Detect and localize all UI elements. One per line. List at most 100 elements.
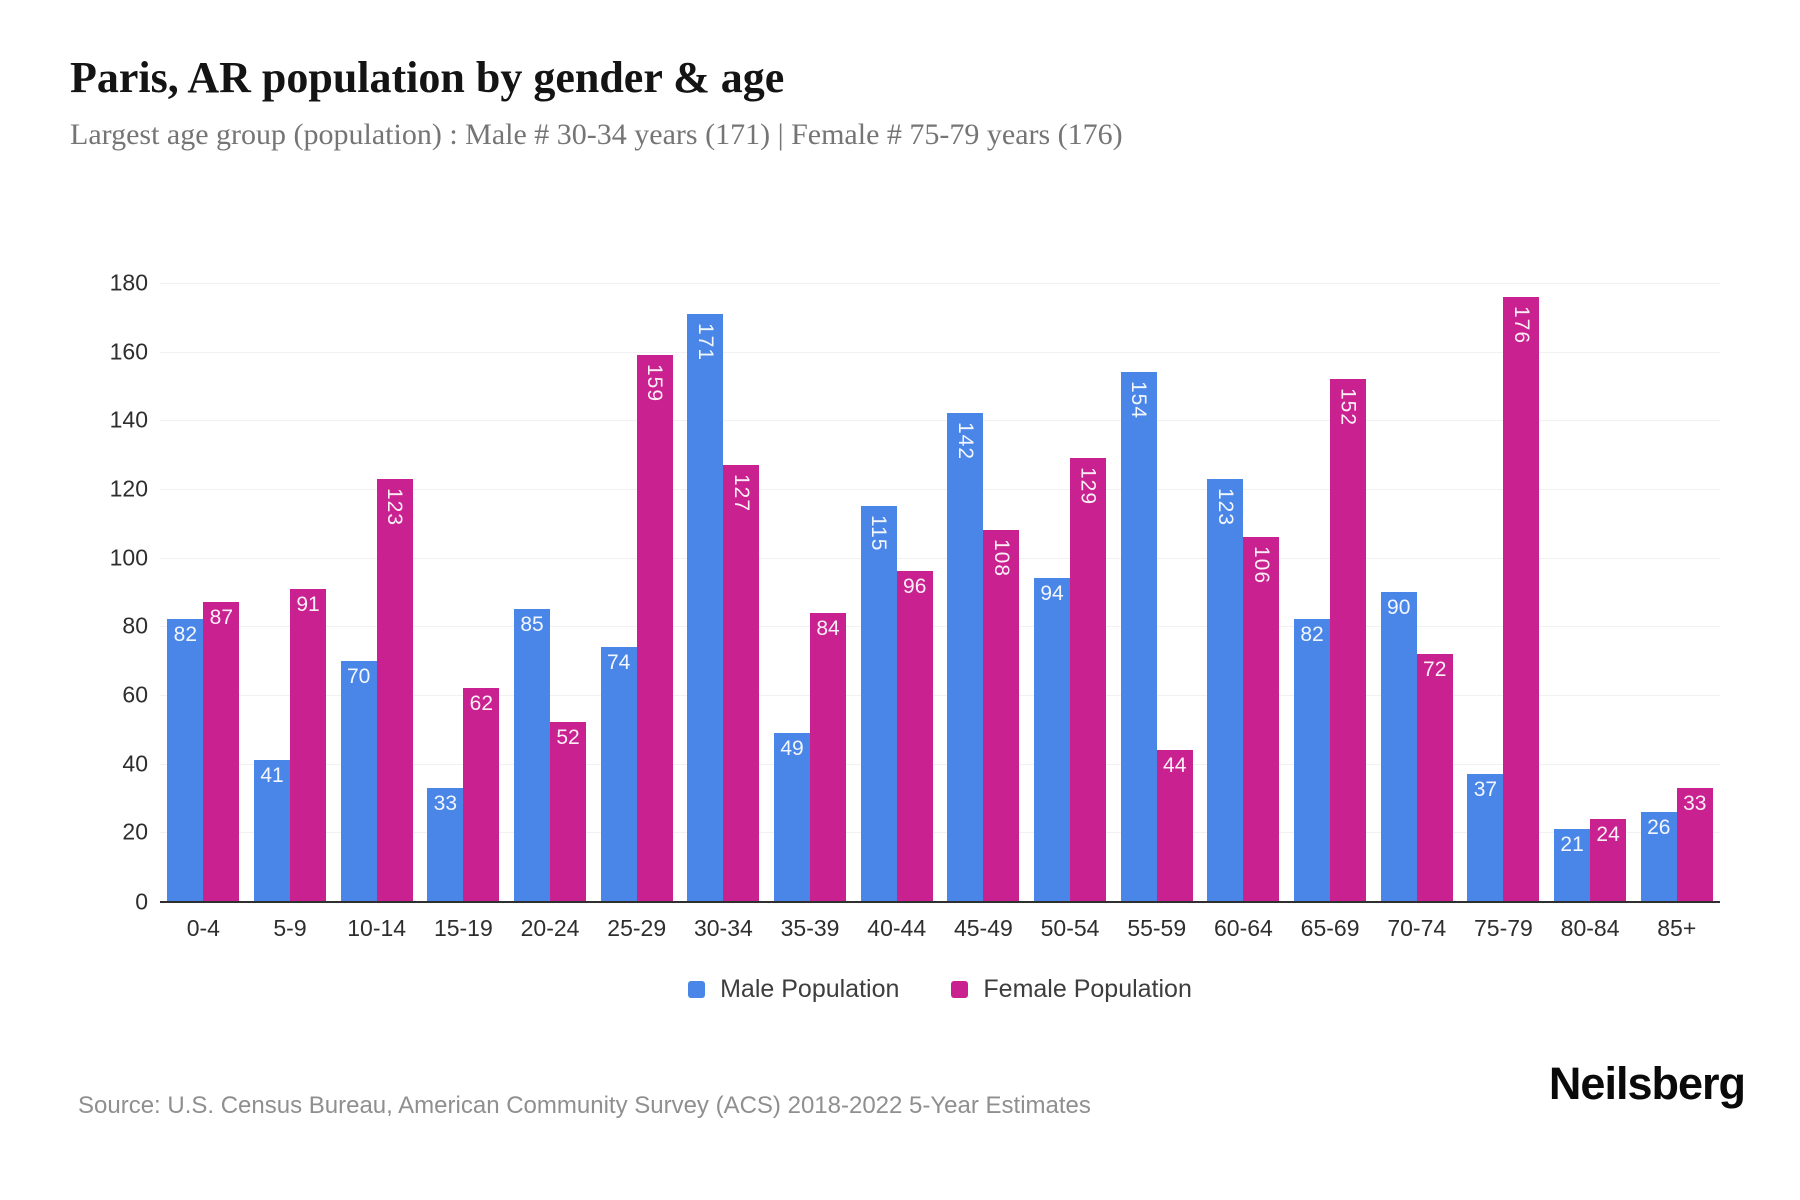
x-axis-label: 15-19 — [433, 915, 493, 941]
bar-female[interactable]: 129 — [1070, 458, 1107, 901]
bar-male[interactable]: 90 — [1380, 592, 1417, 901]
bar-group: 115 96 — [853, 285, 940, 901]
bar-value-label: 171 — [693, 323, 717, 362]
bar-male[interactable]: 33 — [427, 788, 464, 901]
legend: Male Population Female Population — [160, 975, 1720, 1004]
y-axis-tick-label: 20 — [122, 818, 148, 845]
chart-subtitle: Largest age group (population) : Male # … — [70, 118, 1123, 151]
bar-value-label: 123 — [383, 488, 407, 527]
bar-group: 74 159 — [593, 285, 680, 901]
bar-group: 41 91 — [247, 285, 334, 901]
bar-value-label: 24 — [1596, 823, 1620, 846]
bar-value-label: 33 — [433, 792, 458, 815]
gridline — [160, 420, 1720, 422]
x-axis-label: 85+ — [1657, 915, 1697, 941]
bar-male[interactable]: 142 — [947, 413, 984, 901]
bar-value-label: 84 — [816, 617, 840, 640]
bar-male[interactable]: 74 — [600, 647, 637, 901]
bar-female[interactable]: 108 — [983, 530, 1020, 901]
bar-male[interactable]: 154 — [1120, 372, 1157, 901]
bar-value-label: 94 — [1040, 582, 1064, 605]
bar-value-label: 152 — [1336, 388, 1360, 427]
legend-swatch-female — [951, 981, 969, 998]
bar-female[interactable]: 159 — [636, 355, 673, 901]
bar-female[interactable]: 33 — [1676, 788, 1713, 901]
y-axis-tick-label: 40 — [122, 750, 148, 777]
bar-male[interactable]: 82 — [1294, 619, 1331, 901]
bar-value-label: 49 — [780, 737, 804, 760]
bar-value-label: 44 — [1163, 754, 1187, 777]
bar-male[interactable]: 26 — [1640, 812, 1677, 901]
bar-value-label: 96 — [903, 575, 927, 598]
bar-female[interactable]: 62 — [463, 688, 500, 901]
bar-male[interactable]: 82 — [167, 619, 204, 901]
x-axis-label: 65-69 — [1300, 915, 1360, 941]
bar-male[interactable]: 21 — [1554, 829, 1591, 901]
x-axis-label: 50-54 — [1040, 915, 1100, 941]
bar-female[interactable]: 87 — [203, 602, 240, 901]
bar-female[interactable]: 44 — [1156, 750, 1193, 901]
gridline — [160, 695, 1720, 696]
bar-value-label: 74 — [607, 651, 631, 674]
bar-group: 70 123 — [333, 285, 420, 901]
bar-group: 82 152 — [1287, 285, 1374, 901]
bar-female[interactable]: 106 — [1243, 537, 1280, 901]
bar-group: 154 44 — [1113, 285, 1200, 901]
bar-value-label: 115 — [867, 515, 891, 552]
bar-female[interactable]: 127 — [723, 465, 760, 901]
gridline — [160, 283, 1720, 284]
x-axis-label: 25-29 — [607, 915, 667, 941]
x-axis-label: 0-4 — [186, 915, 220, 941]
y-axis-tick-label: 80 — [122, 612, 148, 639]
bar-value-label: 108 — [989, 539, 1013, 578]
bar-male[interactable]: 70 — [340, 661, 377, 901]
bar-value-label: 154 — [1127, 381, 1151, 420]
gridline — [160, 351, 1720, 353]
y-axis-tick-label: 60 — [122, 681, 148, 708]
y-axis-tick-label: 160 — [109, 338, 148, 365]
bar-value-label: 37 — [1473, 778, 1498, 801]
x-axis-label: 60-64 — [1213, 915, 1273, 941]
bar-value-label: 91 — [296, 593, 320, 616]
page-title: Paris, AR population by gender & age — [70, 53, 785, 102]
bar-male[interactable]: 94 — [1034, 578, 1071, 901]
bar-value-label: 87 — [209, 606, 233, 629]
x-axis-label: 20-24 — [520, 915, 580, 941]
bar-female[interactable]: 91 — [290, 589, 326, 901]
bar-male[interactable]: 37 — [1467, 774, 1504, 901]
bar-value-label: 26 — [1647, 816, 1671, 839]
bar-female[interactable]: 52 — [550, 722, 587, 901]
legend-item-male[interactable]: Male Population — [688, 975, 899, 1004]
legend-label: Male Population — [720, 975, 900, 1003]
x-axis: 0-4 5-9 10-14 15-19 20-24 25-29 30-34 35-39 40-4… — [160, 915, 1720, 942]
plot-area: 0 20 40 60 80 100 120 140 160 180 82 87 41 91 70 123 33 6… — [110, 270, 1720, 915]
bar-male[interactable]: 85 — [514, 609, 551, 901]
bar-group: 171 127 — [680, 285, 767, 901]
bar-value-label: 90 — [1387, 596, 1411, 619]
brand-logo: Neilsberg — [1548, 1058, 1746, 1109]
legend-item-female[interactable]: Female Population — [951, 975, 1192, 1004]
x-axis-label: 30-34 — [693, 915, 753, 941]
bar-male[interactable]: 49 — [774, 733, 811, 901]
bar-male[interactable]: 41 — [254, 760, 290, 901]
bar-value-label: 21 — [1560, 833, 1584, 856]
bar-female[interactable]: 152 — [1330, 379, 1367, 901]
bar-female[interactable]: 84 — [810, 613, 847, 901]
bar-group: 85 52 — [507, 285, 594, 901]
bar-value-label: 41 — [260, 764, 284, 787]
bar-female[interactable]: 24 — [1590, 819, 1627, 901]
x-axis-label: 35-39 — [780, 915, 840, 941]
bar-female[interactable]: 123 — [376, 479, 413, 901]
bar-male[interactable]: 123 — [1207, 479, 1244, 901]
bar-value-label: 176 — [1509, 306, 1533, 345]
bar-female[interactable]: 176 — [1503, 297, 1540, 901]
bar-male[interactable]: 171 — [687, 314, 724, 901]
bar-male[interactable]: 115 — [860, 506, 897, 901]
gridline — [160, 489, 1720, 490]
bar-value-label: 52 — [556, 726, 580, 749]
x-axis-label: 75-79 — [1474, 915, 1533, 941]
bar-female[interactable]: 96 — [896, 571, 933, 901]
bar-value-label: 106 — [1249, 546, 1273, 585]
bar-female[interactable]: 72 — [1416, 654, 1453, 901]
